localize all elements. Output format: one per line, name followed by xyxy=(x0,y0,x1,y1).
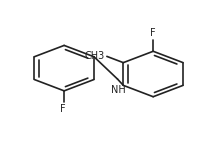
Text: F: F xyxy=(150,28,156,38)
Text: CH3: CH3 xyxy=(84,51,105,61)
Text: F: F xyxy=(60,104,66,114)
Text: NH: NH xyxy=(111,85,126,95)
